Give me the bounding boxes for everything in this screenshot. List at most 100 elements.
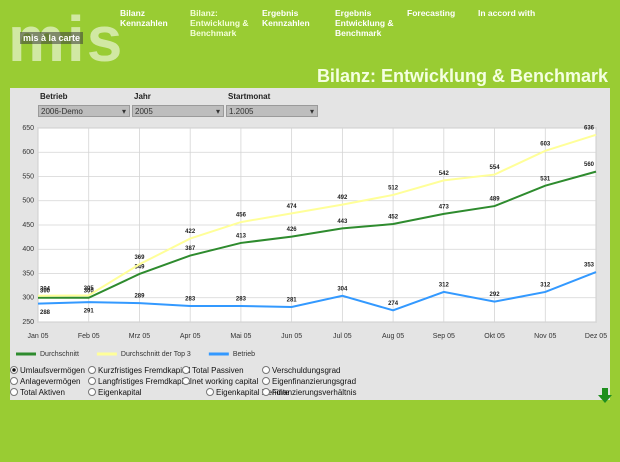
x-tick-label: Mrz 05 xyxy=(129,333,151,340)
radio-option[interactable]: Verschuldungsgrad xyxy=(262,365,341,375)
radio-label: Finanzierungsverhältnis xyxy=(272,388,357,397)
data-label: 281 xyxy=(287,298,298,304)
x-tick-label: Jun 05 xyxy=(281,333,302,340)
data-label: 554 xyxy=(490,165,501,171)
x-tick-label: Jan 05 xyxy=(27,333,48,340)
data-label: 283 xyxy=(185,297,196,303)
y-tick-label: 600 xyxy=(22,149,34,156)
radio-button[interactable] xyxy=(262,387,270,396)
data-label: 473 xyxy=(439,204,450,210)
data-label: 312 xyxy=(439,283,450,289)
data-label: 452 xyxy=(388,215,399,221)
data-label: 291 xyxy=(84,309,95,315)
scroll-down-arrow[interactable] xyxy=(598,388,612,404)
radio-button[interactable] xyxy=(88,365,96,374)
radio-option[interactable]: net working capital xyxy=(182,376,258,386)
content-panel: 250 300 350 400 450 500 550 600 650 Jan 05 Feb 05 M… xyxy=(10,88,610,400)
data-label: 387 xyxy=(185,246,196,252)
nav-item[interactable]: Bilanz Kennzahlen xyxy=(120,8,168,28)
y-tick-label: 550 xyxy=(22,173,34,180)
data-label: 353 xyxy=(584,263,595,269)
logo-tagline: mis à la carte xyxy=(20,32,84,44)
nav-item[interactable]: Ergebnis Kennzahlen xyxy=(262,8,310,28)
radio-option[interactable]: Total Aktiven xyxy=(10,387,65,397)
radio-option[interactable]: Kurzfristiges Fremdkapital xyxy=(88,365,191,375)
radio-button[interactable] xyxy=(10,376,18,385)
data-label: 492 xyxy=(337,195,348,201)
radio-button[interactable] xyxy=(182,376,190,385)
radio-label: Total Passiven xyxy=(192,366,244,375)
nav-item[interactable]: Ergebnis Entwicklung & Benchmark xyxy=(335,8,394,38)
filter-select[interactable]: 2006-Demo xyxy=(38,105,130,118)
radio-option[interactable]: Eigenfinanzierungsgrad xyxy=(262,376,357,386)
data-label: 512 xyxy=(388,186,399,192)
filter-label: Jahr xyxy=(134,92,151,101)
radio-button[interactable] xyxy=(10,387,18,396)
filter-select[interactable]: 1.2005 xyxy=(226,105,318,118)
radio-button[interactable] xyxy=(262,365,270,374)
data-label: 274 xyxy=(388,301,399,307)
radio-option[interactable]: Total Passiven xyxy=(182,365,244,375)
radio-label: Kurzfristiges Fremdkapital xyxy=(98,366,191,375)
chart: 250 300 350 400 450 500 550 600 650 Jan 05 Feb 05 M… xyxy=(16,125,607,358)
y-tick-label: 400 xyxy=(22,246,34,253)
data-label: 531 xyxy=(540,176,551,182)
radio-button[interactable] xyxy=(10,365,18,374)
radio-label: Langfristiges Fremdkapital xyxy=(98,377,192,386)
y-tick-label: 500 xyxy=(22,198,34,205)
filter-label: Startmonat xyxy=(228,92,271,101)
x-tick-label: Nov 05 xyxy=(534,333,556,340)
data-label: 474 xyxy=(287,204,298,210)
x-tick-label: Sep 05 xyxy=(433,333,455,340)
x-tick-label: Dez 05 xyxy=(585,333,607,340)
legend-label: Betrieb xyxy=(233,351,255,358)
y-tick-label: 300 xyxy=(22,295,34,302)
data-label: 603 xyxy=(540,141,551,147)
radio-option[interactable]: Eigenkapital Rendite xyxy=(206,387,289,397)
radio-option[interactable]: Langfristiges Fremdkapital xyxy=(88,376,192,386)
filter-select[interactable]: 2005 xyxy=(132,105,224,118)
x-tick-label: Okt 05 xyxy=(484,333,505,340)
data-label: 349 xyxy=(134,265,145,271)
line-series xyxy=(37,133,597,297)
nav-item[interactable]: Bilanz: Entwicklung & Benchmark xyxy=(190,8,249,38)
radio-button[interactable] xyxy=(262,376,270,385)
data-label: 560 xyxy=(584,162,595,168)
radio-label: Anlagevermögen xyxy=(20,377,81,386)
nav-item[interactable]: Forecasting xyxy=(407,8,456,18)
y-tick-label: 450 xyxy=(22,222,34,229)
radio-option[interactable]: Umlaufsvermögen xyxy=(10,365,85,375)
radio-option[interactable]: Finanzierungsverhältnis xyxy=(262,387,357,397)
data-label: 489 xyxy=(490,197,501,203)
radio-label: Verschuldungsgrad xyxy=(272,366,341,375)
nav-item[interactable]: In accord with xyxy=(478,8,536,18)
radio-label: Eigenfinanzierungsgrad xyxy=(272,377,357,386)
radio-button[interactable] xyxy=(88,387,96,396)
legend-label: Durchschnitt xyxy=(40,351,79,358)
radio-label: Total Aktiven xyxy=(20,388,65,397)
data-label: 288 xyxy=(40,310,51,316)
data-label: 300 xyxy=(40,288,51,294)
x-tick-label: Feb 05 xyxy=(78,333,100,340)
data-label: 300 xyxy=(84,288,95,294)
x-tick-label: Apr 05 xyxy=(180,333,201,340)
y-tick-label: 250 xyxy=(22,319,34,326)
x-tick-label: Aug 05 xyxy=(382,333,404,340)
radio-option[interactable]: Eigenkapital xyxy=(88,387,142,397)
data-label: 413 xyxy=(236,234,247,240)
data-label: 369 xyxy=(134,255,145,261)
radio-button[interactable] xyxy=(88,376,96,385)
data-label: 289 xyxy=(134,294,145,300)
line-series xyxy=(37,271,597,312)
data-label: 426 xyxy=(287,227,298,233)
data-label: 542 xyxy=(439,171,450,177)
y-tick-label: 350 xyxy=(22,270,34,277)
radio-option[interactable]: Anlagevermögen xyxy=(10,376,81,386)
radio-button[interactable] xyxy=(182,365,190,374)
line-series xyxy=(38,170,597,299)
radio-button[interactable] xyxy=(206,387,214,396)
radio-label: Eigenkapital xyxy=(98,388,142,397)
data-label: 283 xyxy=(236,297,247,303)
filter-label: Betrieb xyxy=(40,92,68,101)
